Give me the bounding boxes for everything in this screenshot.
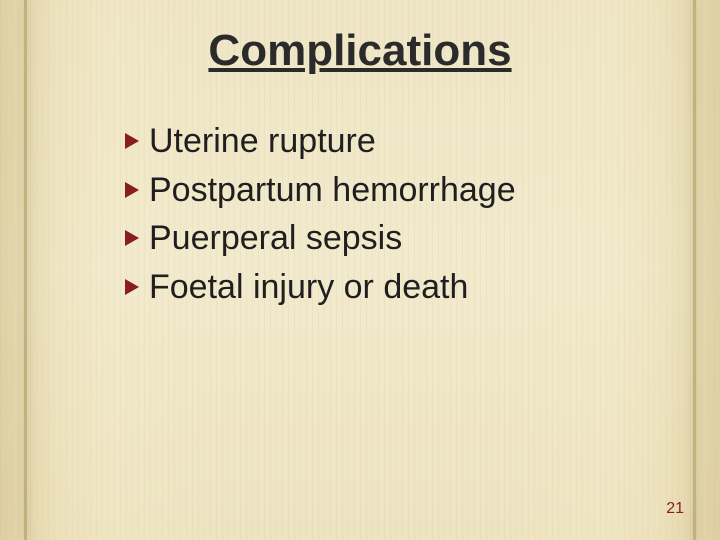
list-item: Postpartum hemorrhage: [125, 169, 660, 212]
bullet-icon: [125, 279, 139, 295]
page-number: 21: [666, 500, 684, 518]
list-item-label: Postpartum hemorrhage: [149, 169, 516, 212]
list-item-label: Puerperal sepsis: [149, 217, 402, 260]
list-item-label: Foetal injury or death: [149, 266, 468, 309]
page-title: Complications: [0, 26, 720, 76]
bullet-icon: [125, 182, 139, 198]
slide: Complications Uterine rupture Postpartum…: [0, 0, 720, 540]
bullet-list: Uterine rupture Postpartum hemorrhage Pu…: [125, 120, 660, 314]
list-item-label: Uterine rupture: [149, 120, 376, 163]
list-item: Foetal injury or death: [125, 266, 660, 309]
list-item: Puerperal sepsis: [125, 217, 660, 260]
bullet-icon: [125, 230, 139, 246]
bullet-icon: [125, 133, 139, 149]
list-item: Uterine rupture: [125, 120, 660, 163]
